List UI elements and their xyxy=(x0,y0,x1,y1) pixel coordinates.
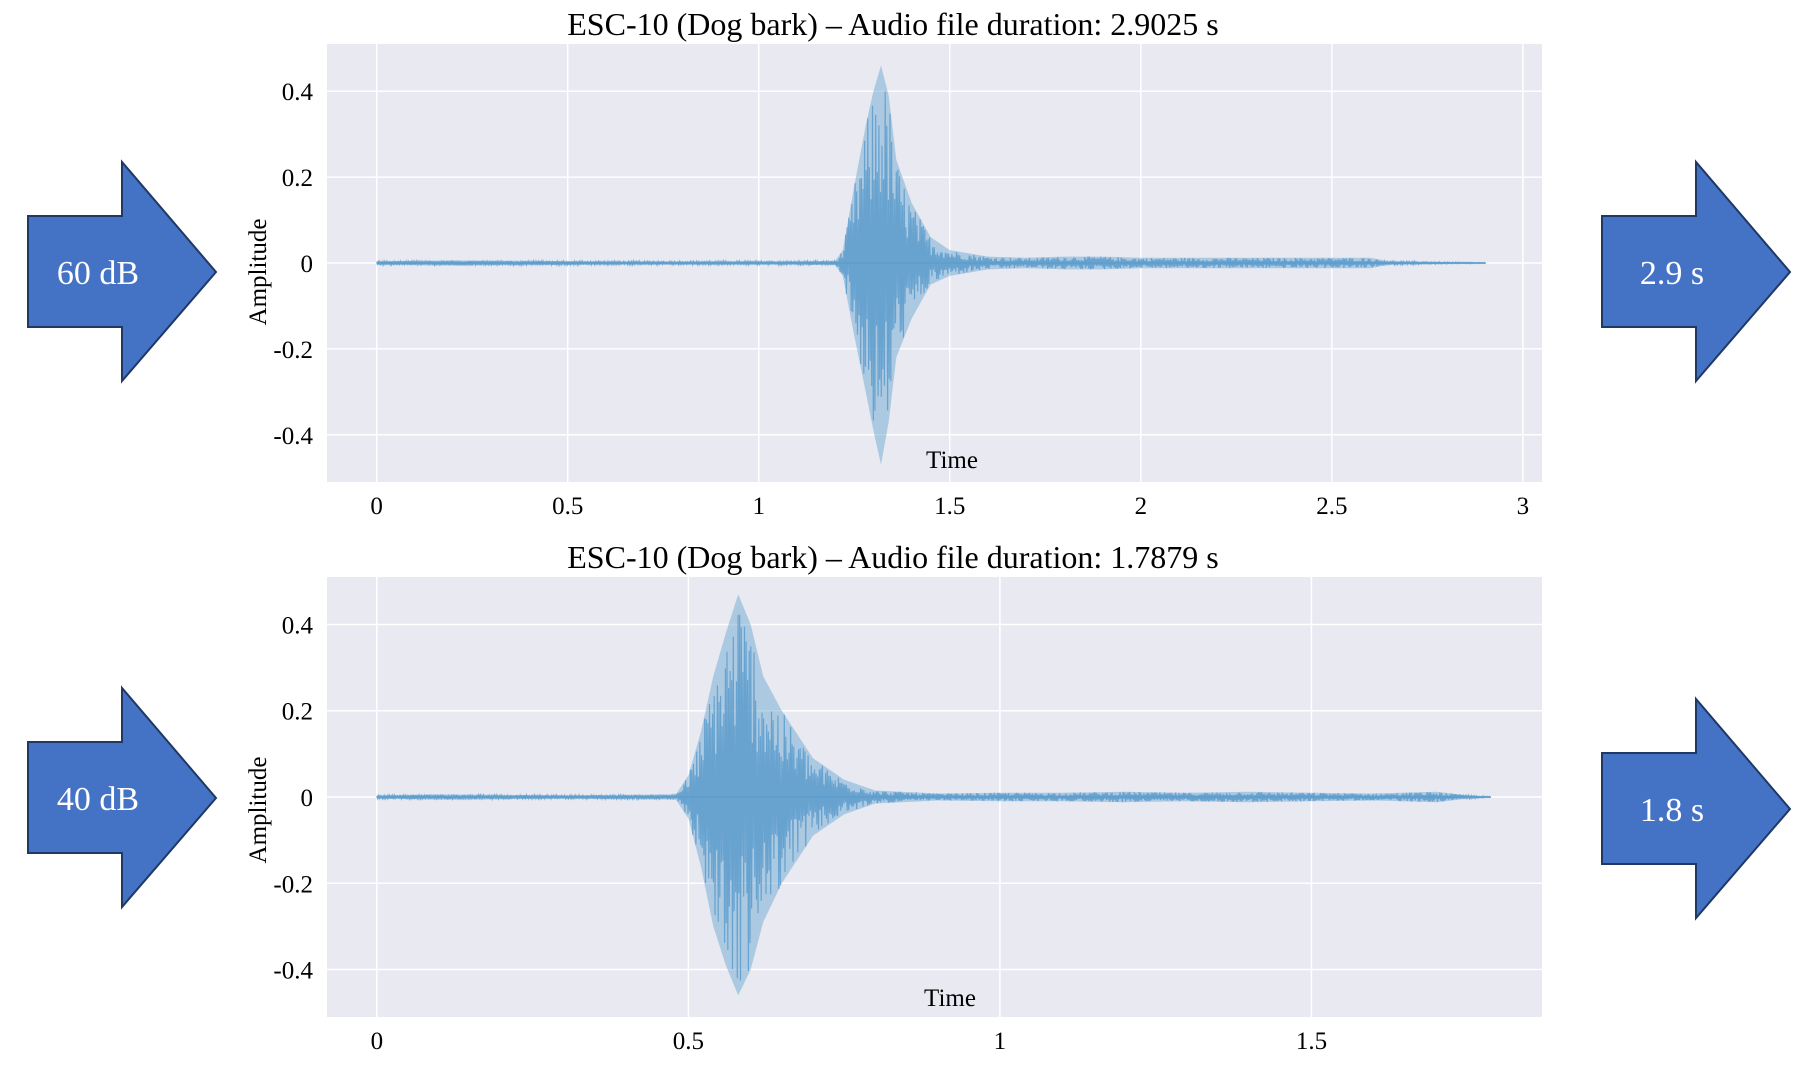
x-tick-label: 0.5 xyxy=(552,493,583,520)
y-tick-label: 0 xyxy=(301,785,314,812)
tick-labels: 0 0.5 1 1.5 0.4 0.2 0 -0.2 -0.4 xyxy=(273,612,1327,1055)
arrow-bottom-right-shape xyxy=(1601,696,1792,921)
arrow-top-left-shape xyxy=(27,159,218,384)
y-tick-label: 0.2 xyxy=(282,699,313,726)
x-tick-label: 0 xyxy=(371,1028,384,1055)
waveform-chart-top: ESC-10 (Dog bark) – Audio file duration:… xyxy=(245,6,1542,520)
arrow-top-right-shape xyxy=(1601,159,1792,384)
arrow-bottom-right: 1.8 s xyxy=(1601,696,1792,921)
x-tick-label: 1 xyxy=(994,1028,1007,1055)
x-tick-label: 0 xyxy=(370,493,383,520)
y-axis-label: Amplitude xyxy=(245,219,272,326)
waveform-chart-bottom: ESC-10 (Dog bark) – Audio file duration:… xyxy=(245,539,1542,1055)
y-tick-label: -0.2 xyxy=(273,337,313,364)
x-tick-label: 1.5 xyxy=(1296,1028,1327,1055)
arrow-top-right: 2.9 s xyxy=(1601,159,1792,384)
arrow-bottom-left: 40 dB xyxy=(27,685,218,910)
y-tick-label: 0 xyxy=(301,251,314,278)
y-tick-label: 0.4 xyxy=(282,612,314,639)
y-tick-label: 0.4 xyxy=(282,79,314,106)
y-tick-label: 0.2 xyxy=(282,165,313,192)
arrow-bottom-right-label: 1.8 s xyxy=(1640,792,1704,829)
chart-title: ESC-10 (Dog bark) – Audio file duration:… xyxy=(567,6,1218,42)
chart-title: ESC-10 (Dog bark) – Audio file duration:… xyxy=(567,539,1218,575)
waveform-series xyxy=(376,594,1492,996)
y-axis-label: Amplitude xyxy=(245,757,272,864)
arrow-bottom-left-label: 40 dB xyxy=(57,781,139,818)
arrow-top-left: 60 dB xyxy=(27,159,218,384)
x-tick-label: 2.5 xyxy=(1316,493,1347,520)
tick-labels: 0 0.5 1 1.5 2 2.5 3 0.4 0.2 0 -0.2 -0.4 xyxy=(273,79,1529,520)
x-axis-label: Time xyxy=(924,985,976,1012)
y-tick-label: -0.4 xyxy=(273,958,313,985)
y-tick-label: -0.4 xyxy=(273,423,313,450)
arrow-top-left-label: 60 dB xyxy=(57,255,139,292)
x-tick-label: 3 xyxy=(1517,493,1530,520)
arrow-top-right-label: 2.9 s xyxy=(1640,255,1704,292)
x-tick-label: 2 xyxy=(1135,493,1148,520)
x-tick-label: 1 xyxy=(752,493,765,520)
x-axis-label: Time xyxy=(926,447,978,474)
x-tick-label: 1.5 xyxy=(934,493,965,520)
y-tick-label: -0.2 xyxy=(273,871,313,898)
x-tick-label: 0.5 xyxy=(673,1028,704,1055)
arrow-bottom-left-shape xyxy=(27,685,218,910)
waveform-series xyxy=(376,65,1487,465)
